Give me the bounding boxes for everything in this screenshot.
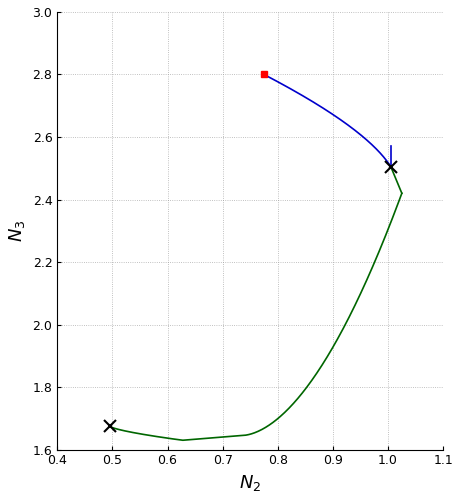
Y-axis label: $N_3$: $N_3$ (7, 220, 27, 242)
X-axis label: $N_2$: $N_2$ (239, 473, 261, 493)
